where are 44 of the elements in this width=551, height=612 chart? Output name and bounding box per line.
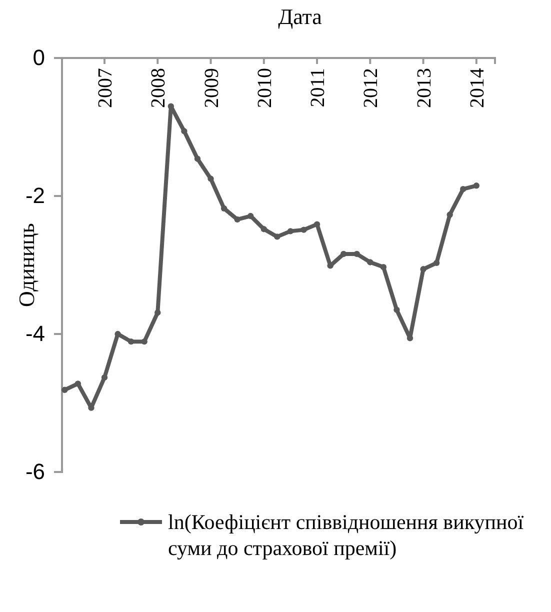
point (274, 234, 280, 240)
point (314, 221, 320, 228)
point (406, 335, 414, 342)
point (380, 264, 387, 270)
x-tick-label: 2010 (254, 68, 276, 108)
point (234, 216, 240, 223)
y-tick-label: 0 (32, 45, 45, 70)
x-tick-label: 2009 (200, 68, 223, 108)
point (340, 250, 347, 258)
point (208, 176, 214, 182)
y-tick-label: -2 (25, 183, 45, 208)
point (420, 266, 426, 272)
point (248, 212, 254, 220)
y-tick-label: -4 (25, 321, 45, 346)
point (74, 380, 82, 387)
x-tick-label: 2011 (307, 68, 330, 108)
x-tick-label: 2007 (94, 68, 117, 108)
point (300, 226, 307, 233)
point (141, 338, 148, 345)
point (181, 128, 188, 134)
point (433, 260, 440, 266)
y-tick-label: -6 (25, 459, 45, 484)
point (62, 386, 68, 393)
y-axis-title: Одиниць (14, 223, 39, 307)
point (446, 212, 453, 218)
x-tick-label: 2012 (360, 68, 382, 108)
point (220, 205, 228, 212)
x-tick-label: 2008 (148, 68, 170, 108)
point (168, 103, 174, 110)
point (194, 156, 201, 162)
legend-label: ln(Коефіцієнт співвідношення викупної суми до страхової премії) (168, 510, 524, 560)
point (394, 306, 400, 313)
x-tick-label: 2013 (413, 68, 436, 108)
x-tick-label: 2014 (466, 68, 488, 108)
point (154, 310, 161, 316)
point (128, 338, 134, 345)
point (260, 226, 267, 232)
point (287, 228, 294, 234)
point (354, 250, 360, 258)
chart-title: Дата (278, 4, 322, 29)
point (460, 186, 466, 192)
point (473, 182, 480, 189)
point (367, 259, 374, 266)
point (101, 374, 108, 381)
